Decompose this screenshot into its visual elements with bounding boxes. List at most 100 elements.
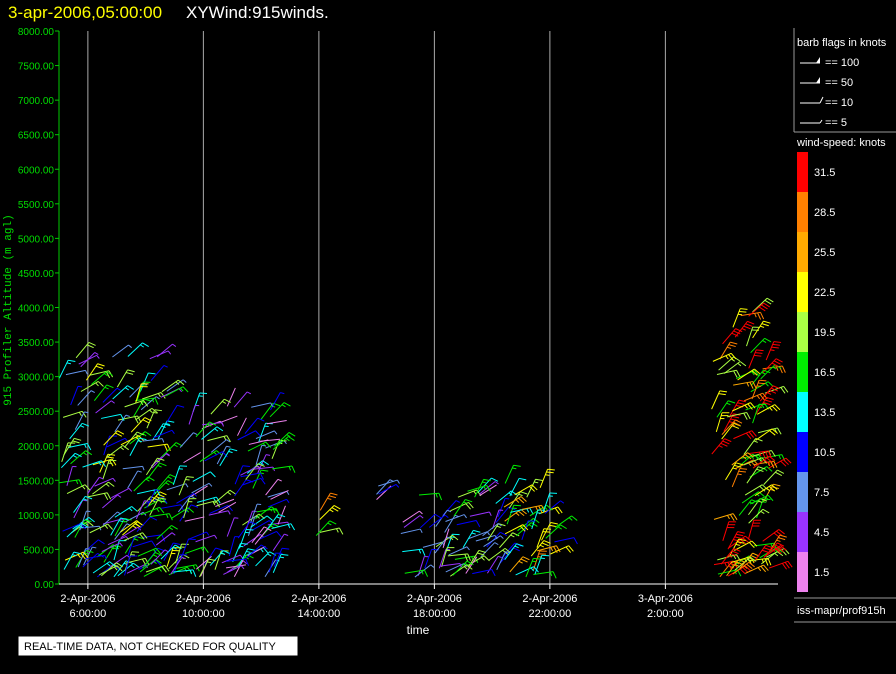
speed-swatch xyxy=(797,352,808,392)
wind-barb xyxy=(376,479,394,495)
wind-barb xyxy=(504,543,524,561)
wind-barb xyxy=(156,343,177,358)
wind-barb xyxy=(525,557,541,578)
speed-swatch xyxy=(797,312,808,352)
wind-barb xyxy=(216,445,231,465)
speed-label: 22.5 xyxy=(814,287,835,299)
wind-barb xyxy=(65,369,88,376)
wind-barb xyxy=(734,320,755,338)
speed-label: 19.5 xyxy=(814,327,835,339)
speed-label: 16.5 xyxy=(814,367,835,379)
wind-barb xyxy=(70,450,93,465)
wind-barb xyxy=(73,499,87,519)
wind-barb xyxy=(319,527,344,535)
wind-barb xyxy=(180,538,196,558)
wind-barb xyxy=(269,402,291,418)
wind-barb xyxy=(140,506,165,516)
wind-barb xyxy=(741,491,765,504)
wind-barb xyxy=(319,492,338,511)
x-tick-labels: 2-Apr-2006 6:00:00 2-Apr-2006 10:00:00 2-Apr… xyxy=(60,584,693,620)
wind-barb xyxy=(419,513,442,529)
wind-barb xyxy=(274,432,296,447)
wind-barb xyxy=(733,381,757,389)
wind-barb xyxy=(550,545,574,555)
wind-barb xyxy=(153,429,175,439)
wind-barb xyxy=(238,529,254,549)
wind-barb xyxy=(89,523,114,534)
wind-barb xyxy=(244,417,265,434)
wind-barb xyxy=(453,499,473,517)
wind-barb xyxy=(195,421,217,438)
wind-barb xyxy=(526,478,543,498)
wind-barb xyxy=(499,532,520,549)
barb-legend-label: == 100 xyxy=(825,57,859,69)
wind-barb xyxy=(749,494,774,505)
wind-barb xyxy=(737,368,761,381)
wind-barb xyxy=(237,521,257,539)
barb-legend-flag xyxy=(816,57,820,63)
wind-barb xyxy=(503,496,527,508)
wind-barb xyxy=(127,470,142,489)
wind-barb xyxy=(178,476,194,496)
wind-barb xyxy=(150,549,169,565)
wind-barb xyxy=(255,506,278,520)
wind-barb xyxy=(123,532,148,541)
wind-barb xyxy=(725,462,744,481)
wind-barb xyxy=(238,548,255,567)
wind-barb xyxy=(763,469,785,485)
x-tick-date: 2-Apr-2006 xyxy=(407,593,462,605)
wind-barb xyxy=(70,385,83,406)
wind-barb xyxy=(188,404,200,425)
wind-barb xyxy=(102,511,122,526)
wind-barb xyxy=(184,516,205,522)
barb-legend-feather xyxy=(819,96,824,104)
wind-barb xyxy=(544,500,565,514)
wind-barb xyxy=(428,514,449,528)
wind-barb xyxy=(219,448,238,467)
wind-barb xyxy=(101,413,125,422)
wind-barb xyxy=(482,522,502,537)
y-tick-label: 6500.00 xyxy=(18,131,55,142)
wind-barb xyxy=(731,467,748,488)
axes xyxy=(58,31,778,585)
x-tick-date: 2-Apr-2006 xyxy=(60,593,115,605)
x-tick-date: 2-Apr-2006 xyxy=(176,593,231,605)
wind-barb xyxy=(763,545,787,558)
speed-swatch xyxy=(797,552,808,592)
wind-barb xyxy=(237,430,261,441)
wind-barb xyxy=(268,552,283,573)
wind-barb xyxy=(129,437,147,456)
wind-barb xyxy=(228,536,239,557)
wind-barb xyxy=(77,548,90,568)
wind-barb xyxy=(66,484,91,495)
wind-barb xyxy=(258,530,282,541)
wind-barb xyxy=(271,439,287,460)
wind-barb xyxy=(504,464,521,484)
wind-barb xyxy=(91,371,113,385)
barb-legend-label: == 50 xyxy=(825,77,853,89)
wind-barb xyxy=(77,390,95,406)
wind-barb xyxy=(445,514,467,522)
wind-barb xyxy=(218,501,237,513)
wind-barb xyxy=(80,352,99,368)
wind-barb xyxy=(201,426,224,440)
wind-barb xyxy=(195,534,218,543)
wind-barb xyxy=(765,341,782,361)
wind-barb xyxy=(479,484,497,496)
wind-barb xyxy=(271,523,296,531)
wind-barb xyxy=(465,556,478,574)
wind-barb xyxy=(716,369,741,378)
wind-barb xyxy=(726,559,746,577)
wind-barb xyxy=(103,435,117,456)
wind-barb xyxy=(761,551,784,565)
wind-barb xyxy=(474,478,491,498)
wind-barb xyxy=(727,412,751,420)
header-timestamp: 3-apr-2006,05:00:00 xyxy=(8,3,162,22)
wind-barb xyxy=(536,545,561,554)
wind-barb xyxy=(719,341,738,360)
speed-label: 13.5 xyxy=(814,407,835,419)
wind-barb xyxy=(414,564,435,578)
wind-barb xyxy=(534,554,550,575)
y-tick-label: 7500.00 xyxy=(18,62,55,73)
wind-barb xyxy=(536,528,552,548)
